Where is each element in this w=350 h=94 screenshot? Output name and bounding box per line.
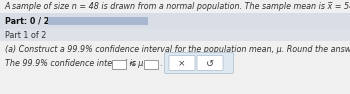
Text: Part: 0 / 2: Part: 0 / 2 [5, 17, 49, 25]
Text: ↺: ↺ [206, 59, 214, 69]
Text: (a) Construct a 99.9% confidence interval for the population mean, μ. Round the : (a) Construct a 99.9% confidence interva… [5, 45, 350, 55]
Bar [0, 13, 350, 29]
Text: .: . [159, 60, 161, 69]
Text: Part 1 of 2: Part 1 of 2 [5, 30, 46, 39]
Text: The 99.9% confidence interval is: The 99.9% confidence interval is [5, 60, 136, 69]
Bar [0, 0, 350, 13]
Bar [0, 29, 350, 41]
FancyBboxPatch shape [144, 60, 158, 69]
Bar [48, 17, 148, 25]
FancyBboxPatch shape [164, 53, 233, 74]
FancyBboxPatch shape [169, 55, 195, 70]
Text: ×: × [178, 60, 186, 69]
Bar [0, 41, 350, 94]
FancyBboxPatch shape [112, 60, 126, 69]
FancyBboxPatch shape [197, 55, 223, 70]
Text: A sample of size n = 48 is drawn from a normal population. The sample mean is x̅: A sample of size n = 48 is drawn from a … [4, 2, 350, 11]
Text: < μ <: < μ < [129, 60, 153, 69]
